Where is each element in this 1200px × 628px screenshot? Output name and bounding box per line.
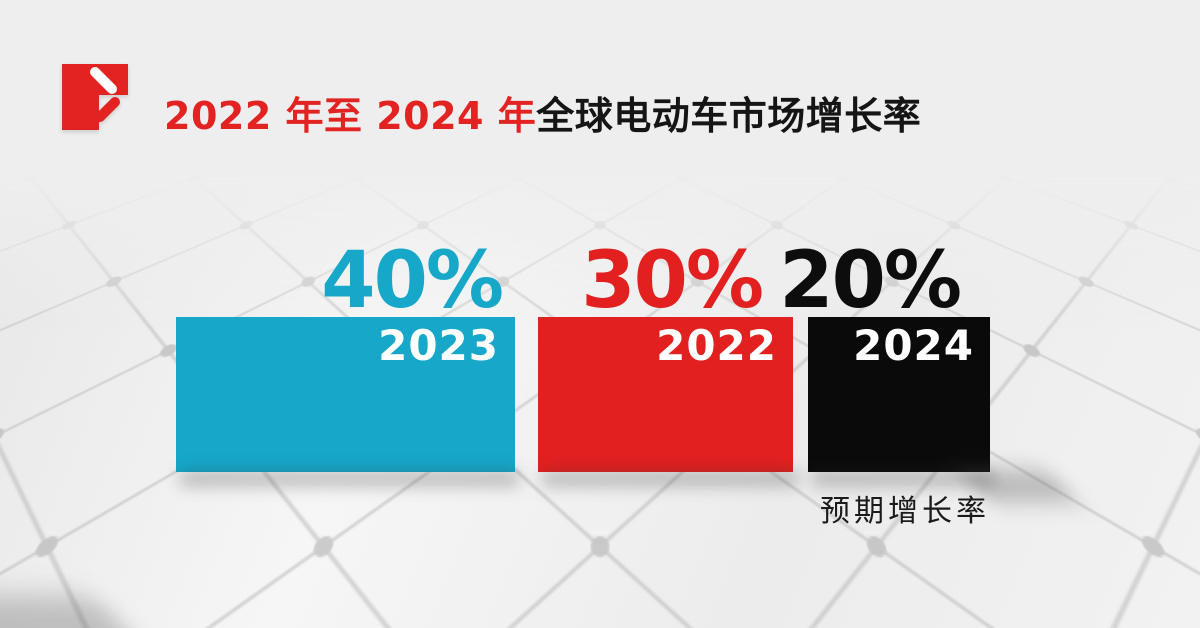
chart-note: 预期增长率: [820, 494, 990, 529]
brand-logo: [62, 64, 128, 130]
value-label-2023: 40%: [321, 236, 504, 326]
title-year-range: 2022 年至 2024 年: [164, 94, 537, 139]
page-title: 2022 年至 2024 年全球电动车市场增长率: [164, 95, 921, 139]
category-label-2023: 2023: [378, 321, 499, 370]
bar-2024: 2024: [808, 317, 990, 472]
horizon-fade: [0, 0, 1200, 330]
logo-square: [62, 64, 128, 130]
title-subject: 全球电动车市场增长率: [536, 94, 922, 139]
category-label-2022: 2022: [656, 321, 777, 370]
value-label-2024: 20%: [779, 236, 962, 326]
bar-2022: 2022: [538, 317, 793, 472]
bar-2023: 2023: [176, 317, 515, 472]
category-label-2024: 2024: [853, 321, 974, 370]
logo-chevron-bottom-stroke: [95, 97, 120, 122]
logo-chevron-top-stroke: [90, 67, 117, 94]
value-label-2022: 30%: [581, 236, 764, 326]
